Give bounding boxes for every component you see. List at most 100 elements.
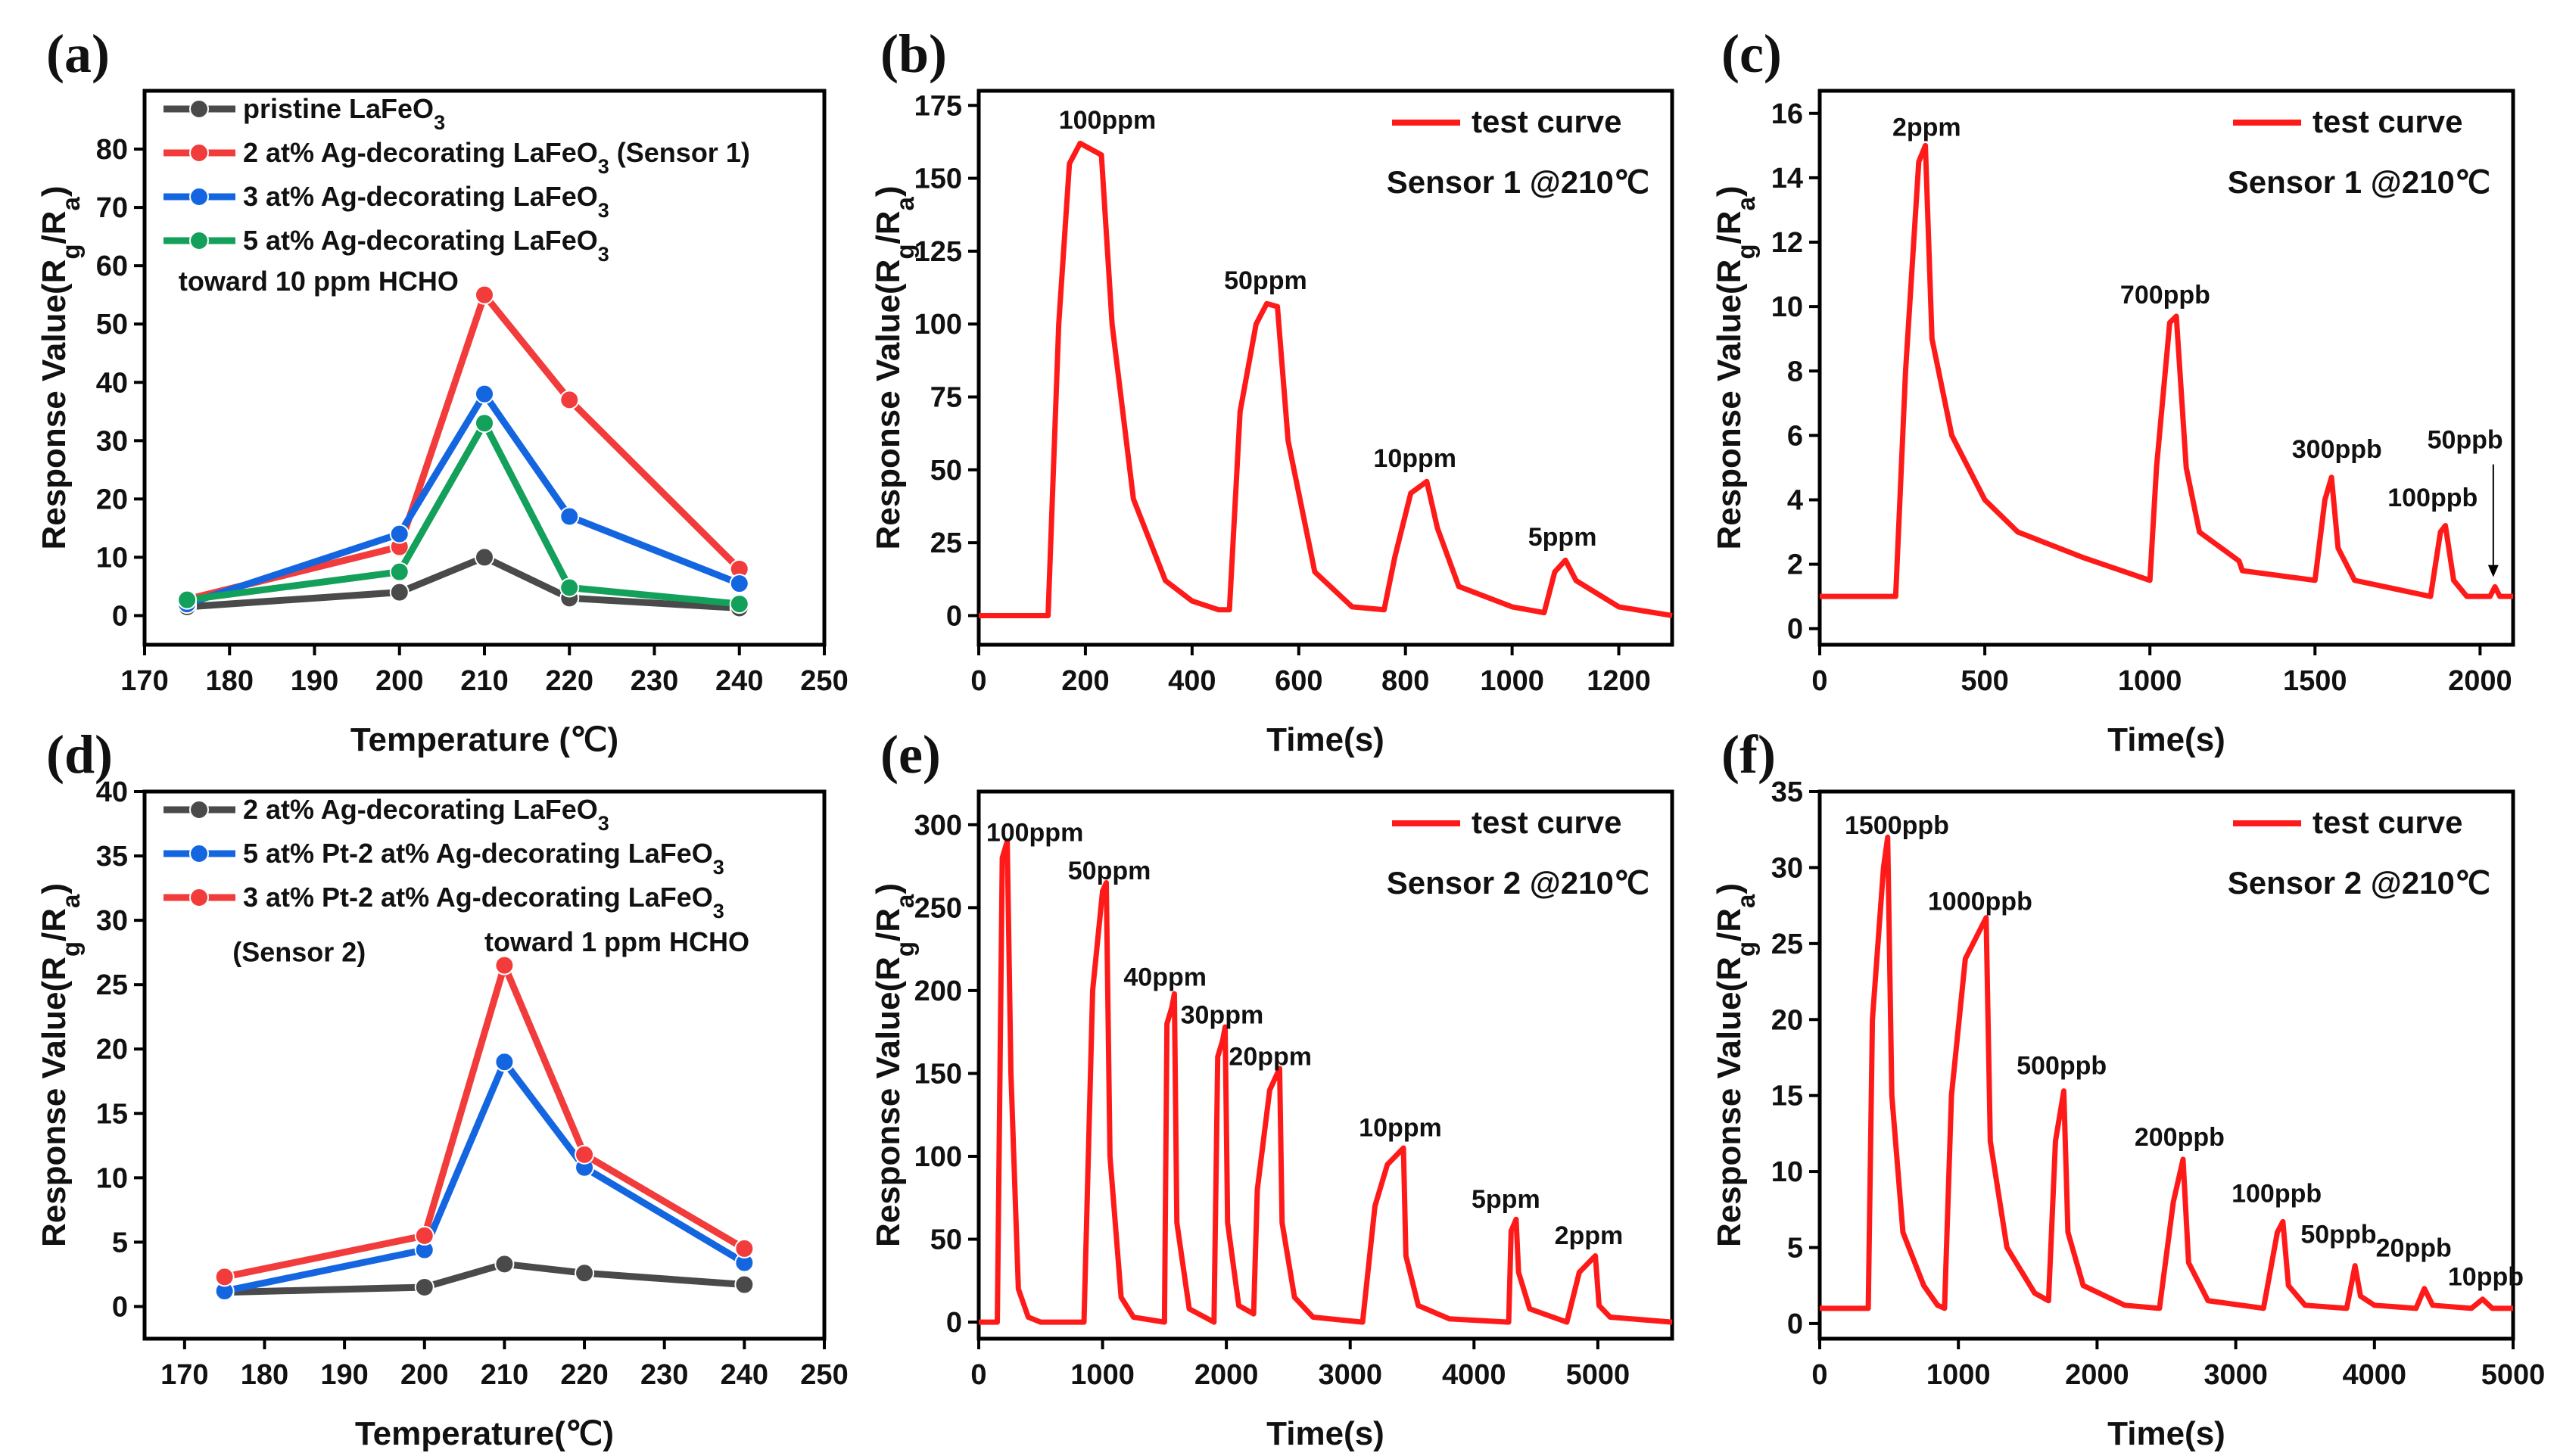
y-tick-label: 70 [96, 192, 128, 224]
legend-marker [189, 800, 209, 820]
panel-label: (a) [46, 23, 110, 84]
y-tick-label: 125 [914, 236, 962, 268]
panel-b: (b) 0 200 400 600 800 1000 1200 0 25 50 75 100 125 150… [870, 23, 1674, 758]
data-point [575, 1144, 595, 1165]
x-tick-label: 1000 [1926, 1359, 1991, 1391]
annotation: 50ppb [2300, 1220, 2376, 1249]
x-tick-label: 2000 [2448, 665, 2512, 697]
legend-label: 2 at% Ag-decorating LaFeO3 [243, 794, 609, 835]
annotation: 50ppm [1068, 857, 1151, 885]
legend-marker [189, 844, 209, 863]
y-tick-label: 4 [1787, 484, 1803, 516]
x-axis-title: Temperature(℃) [355, 1415, 614, 1452]
legend-marker [189, 231, 209, 250]
y-tick-label: 0 [112, 1291, 128, 1323]
data-point [389, 524, 410, 544]
y-tick-label: 40 [96, 367, 128, 399]
y-axis-title: Response Value(Rg/Ra) [36, 883, 85, 1247]
annotation: 200ppb [2135, 1123, 2225, 1152]
series-line [185, 390, 741, 608]
y-tick-label: 12 [1771, 227, 1803, 259]
y-tick-label: 50 [96, 309, 128, 341]
y-tick-label: 5 [112, 1227, 128, 1258]
annotation: 30ppm [1181, 1001, 1264, 1030]
y-tick-label: 30 [96, 905, 128, 937]
x-tick-label: 1000 [1070, 1359, 1135, 1391]
data-point [575, 1263, 595, 1283]
plot-frame [976, 789, 1674, 1341]
x-tick-label: 210 [481, 1359, 528, 1391]
panel-d: (d) 170 180 190 200 210 220 230 240 250 0 5 10 15 20 25… [36, 724, 849, 1452]
data-point [475, 285, 494, 305]
test-curve-line [979, 838, 1673, 1325]
y-tick-label: 16 [1771, 98, 1803, 130]
x-tick-label: 200 [400, 1359, 448, 1391]
annotation: 40ppm [1123, 963, 1207, 991]
x-tick-label: 240 [721, 1359, 768, 1391]
y-axis-title: Response Value(Rg/Ra) [870, 185, 919, 549]
test-curve-line [1820, 142, 2513, 599]
x-tick-label: 180 [206, 665, 254, 697]
y-axis-title: Response Value(Rg/Ra) [36, 185, 85, 549]
x-tick-label: 200 [375, 665, 423, 697]
y-tick-label: 20 [1771, 1004, 1803, 1036]
x-tick-label: 2000 [1194, 1359, 1259, 1391]
y-tick-label: 50 [930, 1224, 962, 1256]
annotation: 100ppb [2232, 1179, 2322, 1208]
annotation: (Sensor 2) [232, 937, 366, 968]
annotation: 100ppb [2387, 484, 2478, 512]
legend-label: 3 at% Ag-decorating LaFeO3 [243, 181, 609, 222]
y-tick-label: 150 [914, 163, 962, 195]
x-tick-label: 0 [970, 1359, 986, 1391]
annotation: 50ppb [2428, 425, 2503, 454]
legend-marker [189, 99, 209, 119]
panel-label: (b) [880, 23, 947, 84]
x-tick-label: 1500 [2283, 665, 2347, 697]
legend-label: 2 at% Ag-decorating LaFeO3 (Sensor 1) [243, 137, 750, 178]
annotation: 10ppm [1373, 444, 1456, 473]
x-tick-label: 5000 [2481, 1359, 2546, 1391]
legend-label: pristine LaFeO3 [243, 93, 445, 134]
x-tick-label: 800 [1381, 665, 1429, 697]
plot-frame [1817, 789, 2515, 1341]
y-axis-title: Response Value(Rg/Ra) [870, 883, 919, 1247]
test-curve-line [979, 140, 1673, 618]
annotation: 100ppm [986, 819, 1084, 848]
y-tick-label: 25 [1771, 929, 1803, 960]
y-tick-label: 30 [1771, 852, 1803, 884]
x-tick-label: 500 [1961, 665, 2008, 697]
x-tick-label: 1000 [1480, 665, 1544, 697]
panel-f: (f) 0 1000 2000 3000 4000 5000 0 5 10 15 20 25 30 35 Ti… [1711, 724, 2545, 1452]
y-tick-label: 0 [112, 600, 128, 632]
y-tick-label: 0 [1787, 614, 1803, 646]
y-tick-label: 20 [96, 484, 128, 515]
x-tick-label: 170 [160, 1359, 208, 1391]
data-point [177, 590, 198, 610]
series-line [186, 553, 740, 611]
panel-e: (e) 0 1000 2000 3000 4000 5000 0 50 100 150 200 250 3… [870, 724, 1674, 1452]
x-tick-label: 0 [1811, 1359, 1827, 1391]
y-tick-label: 80 [96, 134, 128, 166]
y-tick-label: 60 [96, 250, 128, 282]
x-tick-label: 190 [320, 1359, 368, 1391]
y-tick-label: 10 [96, 542, 128, 574]
sensor-label: Sensor 2 @210℃ [2228, 865, 2490, 901]
y-tick-label: 100 [914, 309, 962, 341]
x-tick-label: 220 [546, 665, 593, 697]
x-tick-label: 400 [1168, 665, 1216, 697]
x-tick-label: 2000 [2065, 1359, 2129, 1391]
annotation: 1500ppb [1845, 811, 1949, 840]
x-tick-label: 5000 [1566, 1359, 1630, 1391]
y-tick-label: 5 [1787, 1233, 1803, 1265]
arrow-head-icon [2487, 565, 2499, 577]
plot-frame [142, 789, 827, 1341]
x-tick-label: 0 [970, 665, 986, 697]
series-line [223, 962, 746, 1280]
y-tick-label: 0 [1787, 1308, 1803, 1340]
legend-label: 5 at% Ag-decorating LaFeO3 [243, 225, 609, 266]
y-tick-label: 300 [914, 810, 962, 842]
x-tick-label: 250 [800, 1359, 848, 1391]
annotation: toward 1 ppm HCHO [484, 926, 749, 957]
x-tick-label: 1200 [1587, 665, 1651, 697]
